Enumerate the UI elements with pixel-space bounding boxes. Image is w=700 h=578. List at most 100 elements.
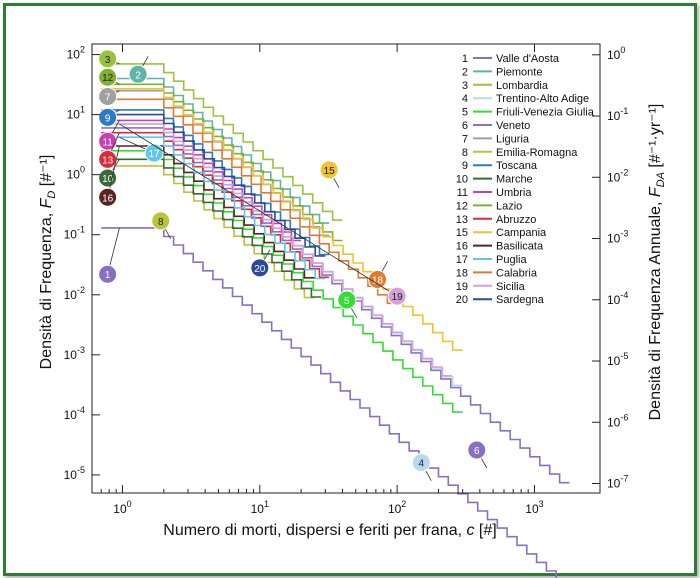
callout-bubble-16 bbox=[98, 187, 118, 207]
callout-bubble-12 bbox=[98, 67, 118, 87]
series-line-18 bbox=[101, 98, 398, 305]
legend-number: 1 bbox=[462, 53, 468, 65]
legend-label: Sardegna bbox=[496, 294, 545, 306]
legend-label: Emilia-Romagna bbox=[496, 147, 578, 159]
legend-label: Puglia bbox=[496, 254, 527, 266]
legend-item: 19 Sicilia bbox=[456, 281, 526, 293]
y-axis-label: Densità di Frequenza, FD [#⁻¹] bbox=[38, 155, 58, 370]
right-y-tick-label: 10-4 bbox=[607, 290, 628, 307]
legend-label: Campania bbox=[496, 227, 547, 239]
right-y-tick-label: 10-1 bbox=[607, 106, 628, 123]
legend-label: Friuli-Venezia Giulia bbox=[496, 107, 595, 119]
legend-item: 7 Liguria bbox=[462, 133, 530, 145]
axes: 100 101 102 10310210110010-110-210-310-410-… bbox=[64, 43, 628, 516]
callout-bubble-19 bbox=[387, 286, 407, 306]
legend-label: Piemonte bbox=[496, 66, 542, 78]
legend-number: 10 bbox=[456, 174, 468, 186]
callout-bubble-6 bbox=[467, 440, 487, 460]
x-tick-label: 102 bbox=[388, 499, 406, 516]
legend-label: Calabria bbox=[496, 267, 538, 279]
legend-number: 17 bbox=[456, 254, 468, 266]
legend-label: Sicilia bbox=[496, 281, 526, 293]
legend-number: 12 bbox=[456, 200, 468, 212]
legend-item: 20 Sardegna bbox=[456, 294, 545, 306]
legend-number: 18 bbox=[456, 267, 468, 279]
right-y-tick-label: 10-3 bbox=[607, 229, 628, 246]
callout-bubble-18 bbox=[368, 269, 388, 289]
y-tick-label: 10-2 bbox=[64, 285, 85, 302]
legend-number: 11 bbox=[457, 187, 468, 199]
callout-bubble-5 bbox=[337, 290, 357, 310]
callout-label-19: 19 bbox=[392, 292, 404, 303]
legend: 1 Valle d'Aosta 2 Piemonte 3 Lombardia 4 Trenti… bbox=[456, 53, 595, 306]
series-line-7 bbox=[101, 89, 330, 237]
y-tick-label: 102 bbox=[67, 45, 85, 62]
y-tick-label: 10-4 bbox=[64, 405, 85, 422]
legend-label: Trentino-Alto Adige bbox=[496, 93, 589, 105]
legend-item: 5 Friuli-Venezia Giulia bbox=[462, 107, 595, 119]
callout-label-17: 17 bbox=[149, 149, 161, 160]
x-tick-label: 103 bbox=[525, 499, 543, 516]
series-line-16 bbox=[101, 145, 315, 279]
callout-label-5: 5 bbox=[344, 296, 350, 307]
legend-number: 5 bbox=[462, 107, 468, 119]
callout-bubble-4 bbox=[411, 453, 431, 473]
legend-number: 9 bbox=[462, 160, 468, 172]
legend-item: 1 Valle d'Aosta bbox=[462, 53, 560, 65]
y-tick-label: 100 bbox=[67, 165, 85, 182]
callout-label-3: 3 bbox=[105, 55, 111, 66]
legend-item: 17 Puglia bbox=[456, 254, 528, 266]
series-line-15 bbox=[101, 87, 463, 351]
legend-number: 15 bbox=[456, 227, 468, 239]
legend-item: 18 Calabria bbox=[456, 267, 538, 279]
callout-bubble-9 bbox=[98, 107, 118, 127]
legend-number: 3 bbox=[462, 80, 468, 92]
legend-item: 13 Abruzzo bbox=[456, 214, 537, 226]
callout-label-10: 10 bbox=[102, 174, 114, 185]
plot-area-border bbox=[91, 43, 601, 494]
legend-number: 20 bbox=[456, 294, 468, 306]
y-tick-label: 10-5 bbox=[64, 465, 85, 482]
legend-label: Umbria bbox=[496, 187, 532, 199]
y-tick-label: 10-3 bbox=[64, 345, 85, 362]
series-line-1 bbox=[101, 227, 557, 578]
callout-bubble-10 bbox=[98, 168, 118, 188]
right-y-tick-label: 10-7 bbox=[607, 474, 628, 491]
legend-item: 10 Marche bbox=[456, 174, 533, 186]
legend-label: Abruzzo bbox=[496, 214, 536, 226]
callout-label-9: 9 bbox=[105, 113, 111, 124]
legend-number: 6 bbox=[462, 120, 468, 132]
right-y-tick-label: 10-6 bbox=[607, 412, 628, 429]
callout-label-16: 16 bbox=[102, 193, 114, 204]
series-lines bbox=[101, 63, 570, 578]
x-tick-label: 100 bbox=[113, 499, 131, 516]
legend-item: 15 Campania bbox=[456, 227, 547, 239]
legend-item: 2 Piemonte bbox=[462, 66, 543, 78]
callout-bubble-2 bbox=[128, 64, 148, 84]
legend-number: 8 bbox=[462, 147, 468, 159]
legend-label: Liguria bbox=[496, 133, 530, 145]
right-y-tick-label: 10-2 bbox=[607, 167, 628, 184]
callout-label-8: 8 bbox=[158, 217, 164, 228]
legend-number: 13 bbox=[456, 214, 468, 226]
right-y-tick-label: 10-5 bbox=[607, 351, 628, 368]
right-y-axis-label: Densità di Frequenza Annuale, FDA [#⁻¹·y… bbox=[647, 104, 667, 421]
callout-bubble-20 bbox=[250, 258, 270, 278]
legend-item: 11 Umbria bbox=[457, 187, 533, 199]
legend-label: Marche bbox=[496, 174, 533, 186]
legend-item: 3 Lombardia bbox=[462, 80, 549, 92]
legend-item: 8 Emilia-Romagna bbox=[462, 147, 578, 159]
callout-label-11: 11 bbox=[102, 137, 113, 148]
series-line-19 bbox=[101, 123, 452, 377]
callout-label-13: 13 bbox=[102, 155, 114, 166]
callout-label-4: 4 bbox=[419, 459, 425, 470]
legend-number: 4 bbox=[462, 93, 468, 105]
callout-bubble-15 bbox=[319, 160, 339, 180]
callout-bubble-8 bbox=[151, 211, 171, 231]
y-tick-label: 10-1 bbox=[64, 225, 85, 242]
series-line-17 bbox=[101, 136, 326, 280]
series-line-3 bbox=[101, 63, 343, 221]
callout-label-7: 7 bbox=[105, 93, 111, 104]
